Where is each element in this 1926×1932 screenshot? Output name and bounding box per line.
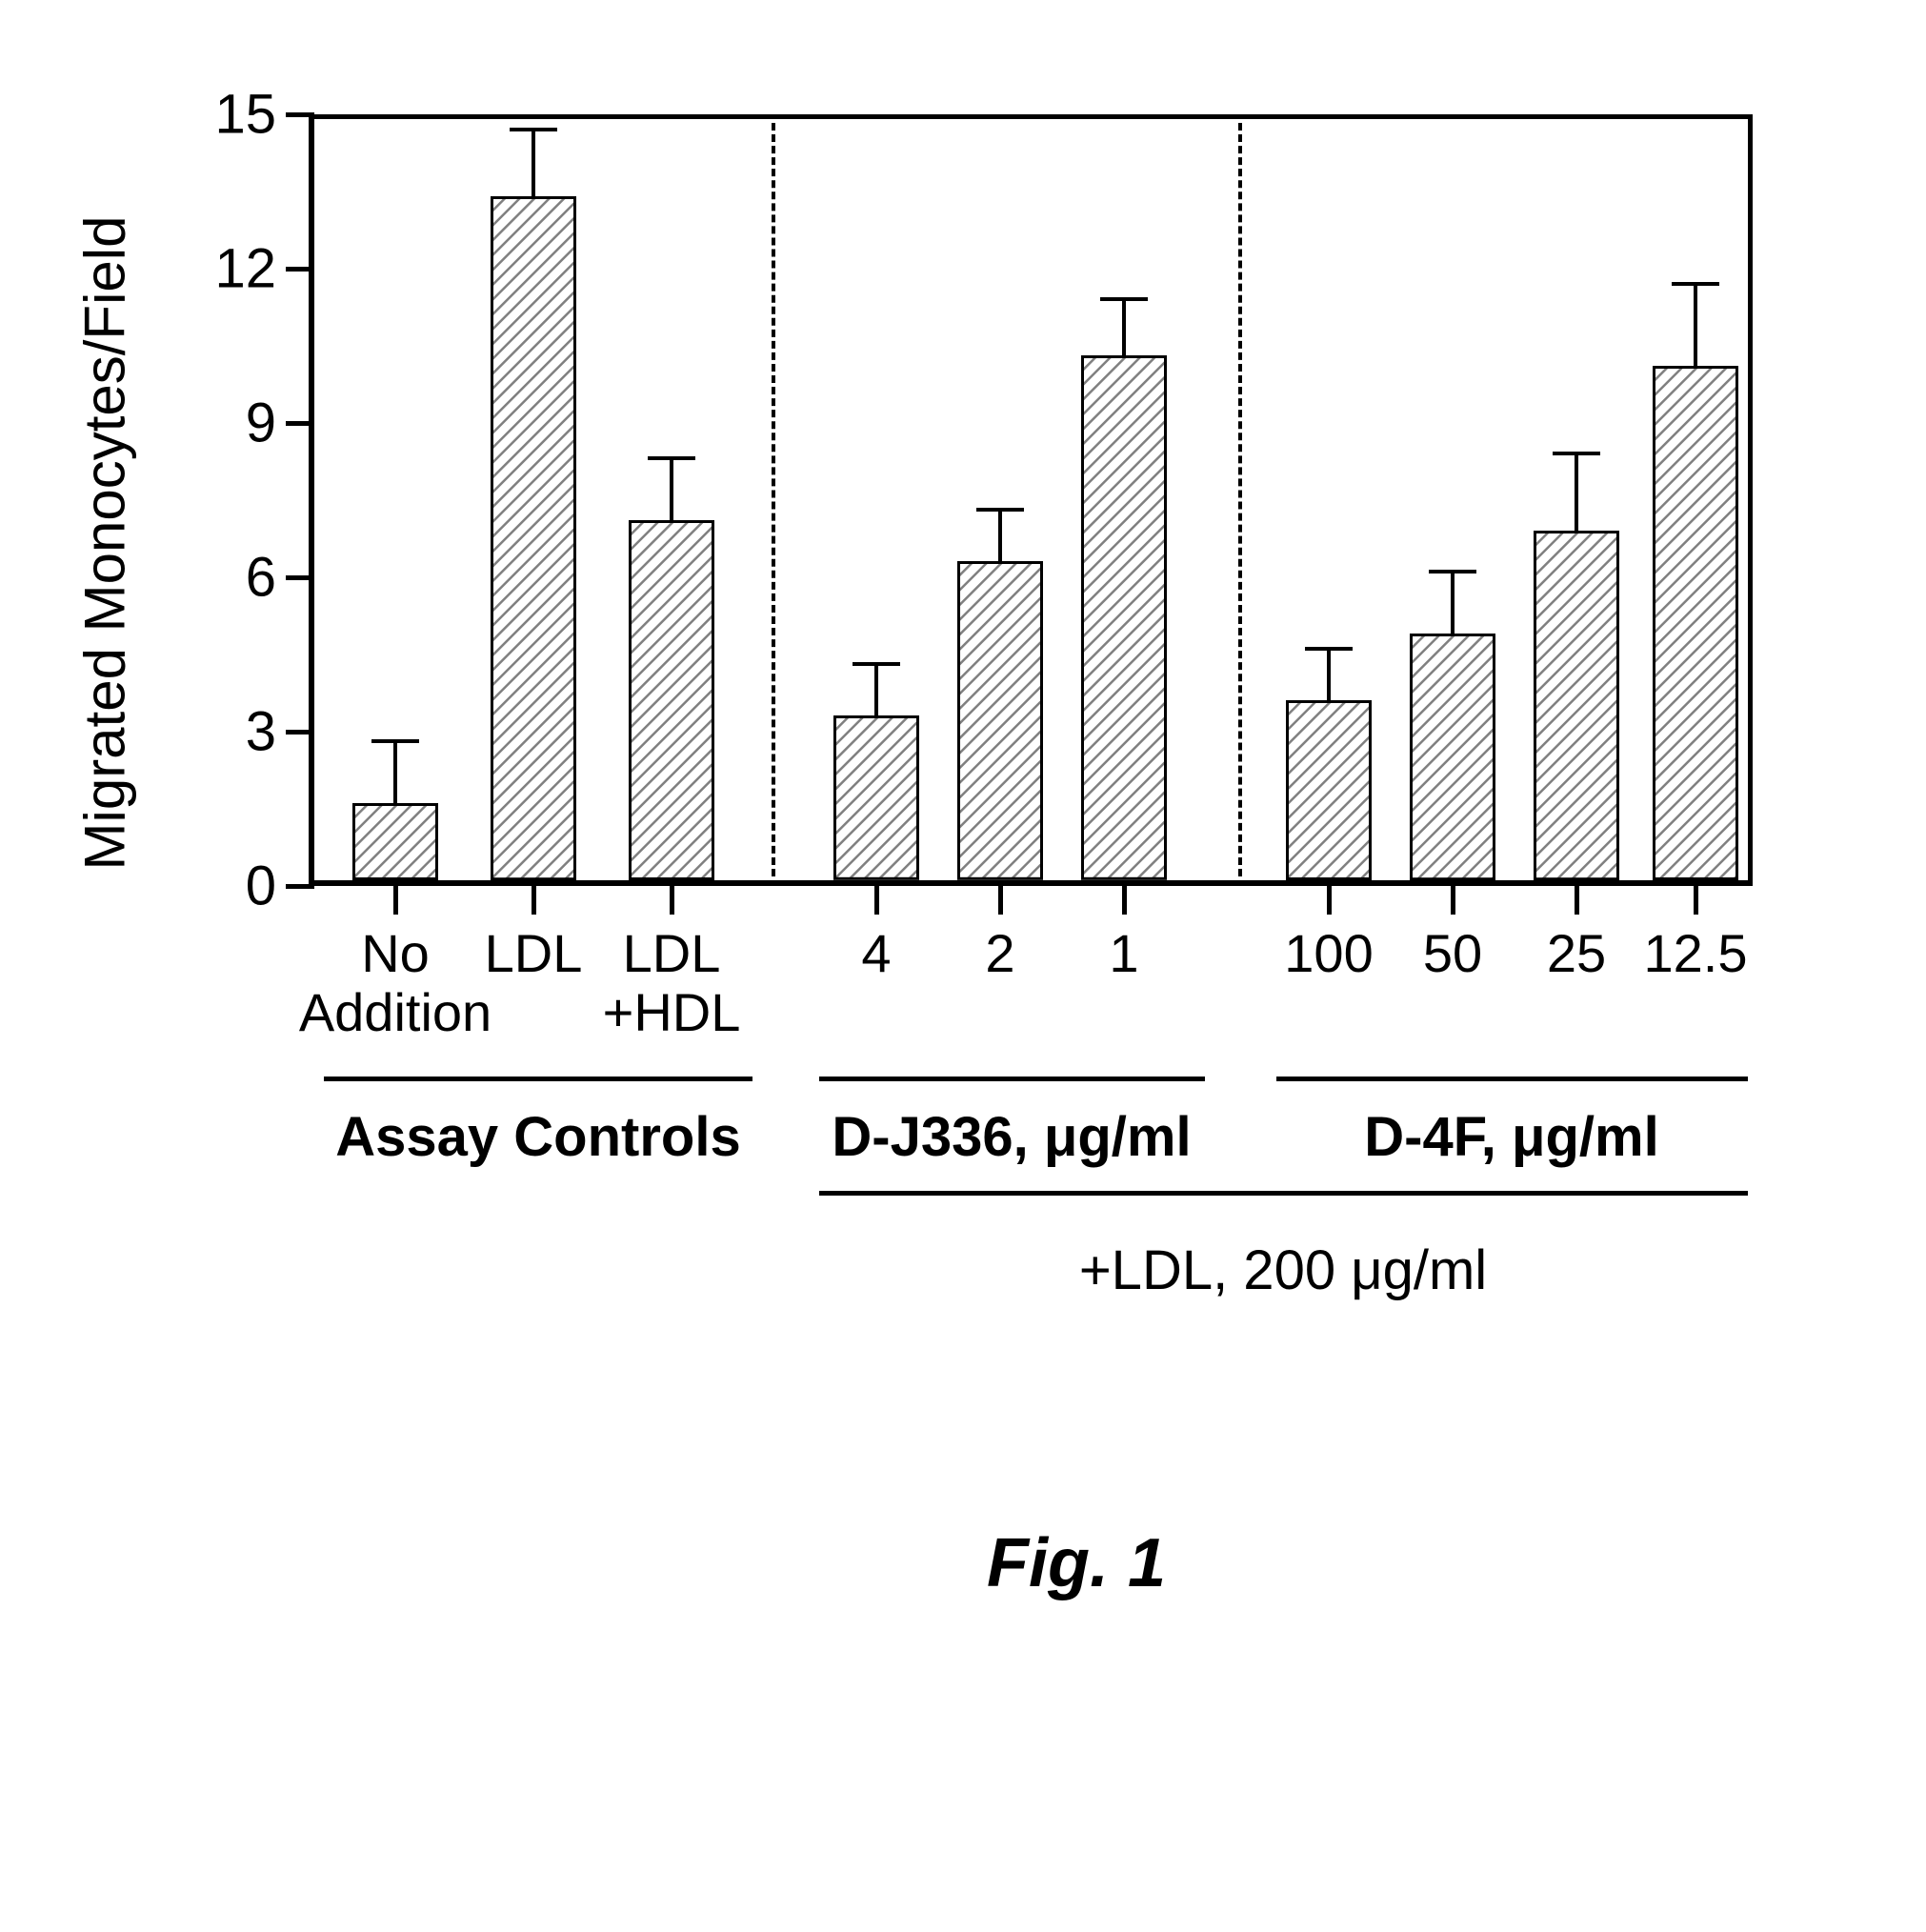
bar xyxy=(352,803,438,880)
bar xyxy=(1410,634,1495,880)
error-bar xyxy=(1575,453,1578,531)
plot-area xyxy=(314,114,1753,886)
error-bar xyxy=(670,458,673,520)
group-underline xyxy=(1276,1077,1748,1081)
error-bar-cap xyxy=(371,739,419,743)
x-tick xyxy=(670,886,674,915)
y-tick xyxy=(286,112,314,117)
chart: Migrated Monocytes/Field 03691215NoAddit… xyxy=(171,114,1753,972)
error-bar-cap xyxy=(976,508,1024,512)
y-tick xyxy=(286,730,314,735)
bar xyxy=(491,196,576,880)
panel-divider xyxy=(1238,123,1242,876)
bar xyxy=(629,520,714,880)
y-tick xyxy=(286,421,314,426)
y-tick-label: 9 xyxy=(171,392,276,455)
error-bar xyxy=(1122,299,1126,355)
error-bar-cap xyxy=(1305,647,1353,651)
group-label: D-J336, μg/ml xyxy=(791,1105,1234,1169)
x-tick xyxy=(1575,886,1579,915)
error-bar-cap xyxy=(1553,452,1600,455)
bar xyxy=(1286,700,1372,880)
x-tick xyxy=(393,886,398,915)
error-bar xyxy=(1327,649,1331,700)
error-bar xyxy=(1451,572,1455,634)
y-tick-label: 12 xyxy=(171,237,276,301)
error-bar xyxy=(998,510,1002,561)
x-tick xyxy=(998,886,1003,915)
bar xyxy=(833,715,919,880)
bar xyxy=(1534,531,1619,880)
error-bar xyxy=(393,741,397,803)
y-tick-label: 0 xyxy=(171,855,276,918)
y-tick-label: 15 xyxy=(171,83,276,147)
bar xyxy=(957,561,1043,880)
x-tick xyxy=(1122,886,1127,915)
group-underline xyxy=(324,1077,752,1081)
figure-caption: Fig. 1 xyxy=(886,1524,1267,1602)
bar xyxy=(1081,355,1167,880)
group-label: D-4F, μg/ml xyxy=(1248,1105,1776,1169)
category-label: 12.5 xyxy=(1591,924,1800,983)
group-underline xyxy=(819,1077,1205,1081)
error-bar-cap xyxy=(648,456,695,460)
x-tick xyxy=(1694,886,1698,915)
category-label: LDL+HDL xyxy=(567,924,776,1041)
subgroup-label: +LDL, 200 μg/ml xyxy=(819,1238,1748,1302)
x-tick xyxy=(1451,886,1455,915)
y-tick-label: 3 xyxy=(171,700,276,764)
y-tick xyxy=(286,575,314,580)
error-bar-cap xyxy=(1429,570,1476,574)
y-tick xyxy=(286,884,314,889)
bar xyxy=(1653,366,1738,880)
x-tick xyxy=(532,886,536,915)
group-label: Assay Controls xyxy=(295,1105,781,1169)
error-bar xyxy=(1694,284,1697,366)
y-tick xyxy=(286,267,314,272)
x-tick xyxy=(1327,886,1332,915)
y-axis-label: Migrated Monocytes/Field xyxy=(72,216,138,871)
panel-divider xyxy=(772,123,775,876)
subgroup-underline xyxy=(819,1191,1748,1196)
figure-container: Migrated Monocytes/Field 03691215NoAddit… xyxy=(171,114,1753,972)
error-bar xyxy=(532,130,535,196)
error-bar-cap xyxy=(1672,282,1719,286)
error-bar-cap xyxy=(1100,297,1148,301)
error-bar xyxy=(874,664,878,715)
error-bar-cap xyxy=(853,662,900,666)
category-label: 1 xyxy=(1019,924,1229,983)
error-bar-cap xyxy=(510,128,557,131)
y-tick-label: 6 xyxy=(171,546,276,610)
x-tick xyxy=(874,886,879,915)
